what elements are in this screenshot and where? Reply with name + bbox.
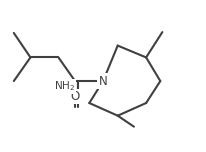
Text: N: N <box>98 75 107 88</box>
Text: O: O <box>70 90 79 103</box>
Text: NH$_2$: NH$_2$ <box>54 79 75 93</box>
